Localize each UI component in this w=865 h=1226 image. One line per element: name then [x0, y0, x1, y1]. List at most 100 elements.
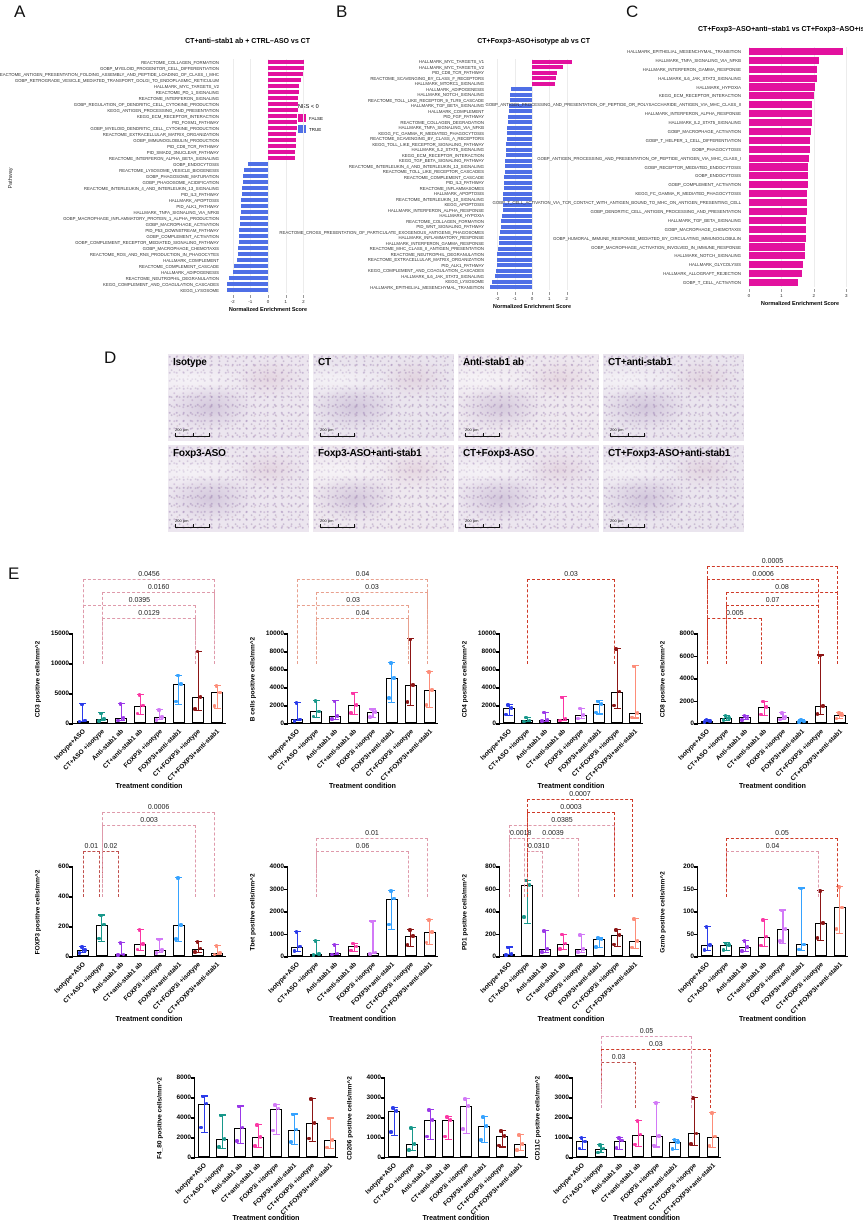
pathway-row: HALLMARK_IL6_JAK_STAT3_SIGNALING [622, 74, 863, 83]
pathway-label-text: REACTOME_SCAVENGING_BY_CLASS_F_RECEPTORS [370, 75, 484, 81]
histology-label: Isotype [173, 357, 207, 368]
pathway-label: PID_FGF_PATHWAY [332, 114, 487, 120]
pathway-label: GOBP_COMPLEMENT_ACTIVATION [10, 233, 222, 239]
bar-track [487, 92, 577, 98]
y-tick-mark [381, 1157, 385, 1159]
y-tick-label: 8000 [481, 648, 496, 655]
bar-track [744, 83, 856, 92]
chart-bcells: 0 2000 4000 6000 8000 10000 B cells positive c… [243, 562, 450, 792]
error-bar [526, 880, 528, 925]
error-bar-cap [523, 923, 531, 925]
legend-false-label: FALSE [309, 115, 324, 121]
error-bar-cap [426, 943, 434, 946]
error-bar [159, 709, 161, 721]
data-point [614, 1146, 619, 1150]
data-point [137, 693, 142, 697]
pathway-row: REACTOME_PD_1_SIGNALING [10, 89, 332, 95]
data-point [118, 941, 123, 946]
tick-mark [846, 289, 848, 292]
y-tick-label: 5000 [54, 690, 69, 697]
pathway-label: HALLMARK_TNFA_SIGNALING_VIA_NFKB [622, 56, 744, 65]
tick-mark [497, 292, 499, 295]
y-tick-label: 4000 [481, 684, 496, 691]
pathway-row: HALLMARK_INTERFERON_GAMMA_RESPONSE [622, 65, 863, 74]
pathway-label-text: GOBP_COMPLEMENT_RECEPTOR_MEDIATED_SIGNAL… [75, 239, 219, 245]
significance-bracket: 0.0006 [101, 804, 216, 897]
data-point [745, 945, 750, 949]
data-point [389, 660, 393, 665]
y-tick-label: 0 [690, 720, 694, 727]
data-point [638, 1132, 643, 1137]
error-bar-cap [350, 713, 358, 715]
pathway-label-text: REACTOME_CROSS_PRESENTATION_OF_PARTICULA… [279, 229, 484, 235]
data-point [818, 888, 822, 893]
error-bar-cap [578, 1148, 586, 1150]
bar-track [487, 164, 577, 170]
data-point [154, 950, 159, 955]
x-axis: 0 1 2 3 [744, 289, 856, 300]
error-bar [581, 1138, 583, 1150]
error-bar-cap [760, 946, 768, 948]
error-bar-cap [690, 1145, 698, 1147]
pathway-label: HALLMARK_IL2_STAT5_SIGNALING [622, 118, 744, 127]
data-point [617, 933, 622, 937]
data-point [445, 1115, 449, 1119]
significance-value: 0.0007 [569, 790, 591, 798]
y-tick-mark [496, 911, 500, 913]
y-tick-label: 800 [485, 863, 496, 870]
gsea-rows: REACTOME_COLLAGEN_FORMATION GOBP_MYELOID_… [0, 59, 332, 293]
error-bar-cap [779, 942, 787, 944]
pathway-row: REACTOME_INTERLEUKIN_10_SIGNALING [332, 197, 624, 203]
error-bar-cap [426, 1139, 434, 1141]
nes-bar [532, 70, 558, 75]
pathway-label: PID_CD8_TCR_PATHWAY [332, 70, 487, 76]
y-tick-mark [694, 956, 698, 958]
significance-value: 0.06 [355, 842, 370, 850]
nes-bar [748, 234, 806, 242]
data-point [198, 946, 203, 951]
error-bar [239, 1106, 241, 1144]
error-bar [706, 926, 709, 951]
pathway-label-text: KEGG_FC_GAMMA_R_MEDIATED_PHAGOCYTOSIS [378, 130, 484, 136]
error-bar [598, 701, 600, 715]
data-point [558, 718, 562, 723]
pathway-row: REACTOME_ROS_AND_RNS_PRODUCTION_IN_PHAGO… [10, 251, 332, 257]
nes-bar [748, 163, 809, 171]
pathway-label: GOBP_T_HELPER_1_CELL_DIFFERENTIATION [622, 136, 744, 145]
nes-bar [268, 101, 299, 107]
nes-bar [242, 179, 268, 185]
pathway-label: KEGG_ANTIGEN_PROCESSING_AND_PRESENTATION [10, 107, 222, 113]
x-axis-title: Treatment condition [115, 1016, 183, 1023]
y-tick-label: 2000 [679, 697, 694, 705]
significance-value: 0.0039 [542, 829, 564, 837]
significance-value: 0.07 [765, 596, 780, 604]
nes-bar [748, 261, 804, 269]
gridline [846, 47, 848, 288]
tick-label: 2 [302, 298, 305, 304]
error-bar [526, 717, 528, 722]
pathway-label: PID_P53_DOWNSTREAM_PATHWAY [10, 227, 222, 233]
pathway-label-text: REACTOME_COLLAGEN_DEGRADATION [400, 119, 484, 125]
legend-title: NES < 0 [298, 104, 319, 110]
pathway-label: HALLMARK_COMPLEMENT [10, 257, 222, 263]
error-bar-cap [213, 953, 221, 955]
data-point [802, 719, 806, 724]
legend-item-true: TRUE [298, 125, 338, 133]
pathway-row: REACTOME_ANTIGEN_PRESENTATION_FOLDING_AS… [0, 71, 332, 77]
pathway-label-text: KEGG_ANTIGEN_PROCESSING_AND_PRESENTATION [107, 107, 219, 113]
pathway-label: KEGG_LYSOSOME [10, 287, 222, 293]
nes-bar [505, 153, 532, 158]
pathway-label-text: KEGG_ECM_RECEPTOR_INTERACTION [136, 113, 219, 119]
significance-value: 0.0385 [551, 816, 573, 824]
data-point [294, 1127, 299, 1132]
tick-mark [303, 295, 305, 298]
y-tick-label: 8000 [269, 648, 284, 655]
data-point [707, 1144, 712, 1148]
pathway-label-text: HALLMARK_INTERFERON_ALPHA_RESPONSE [644, 111, 741, 117]
pathway-label-text: GOBP_COMPLEMENT_ACTIVATION [146, 233, 219, 239]
pathway-label: HALLMARK_ADIPOGENESIS [10, 269, 222, 275]
nes-bar [748, 74, 818, 82]
histology-image-ct-anti-stab1: CT+anti-stab1 200 µm [603, 354, 744, 441]
data-point [657, 1134, 661, 1138]
error-bar-cap [312, 954, 320, 956]
